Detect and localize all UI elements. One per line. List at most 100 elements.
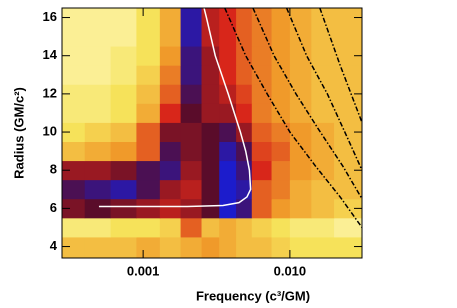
heat-cell [289, 8, 312, 28]
x-axis-label: Frequency (c³/GM) [196, 288, 310, 303]
heat-cell [334, 103, 363, 123]
heat-cell [311, 8, 335, 28]
x-tick-label: 0.010 [274, 263, 307, 278]
heat-cell [311, 237, 335, 259]
heat-cell [271, 46, 291, 66]
heat-cell [110, 160, 137, 181]
heat-cell [289, 103, 312, 123]
heat-cell [110, 237, 137, 259]
overlay-lines [98, 8, 362, 228]
heat-cell [311, 217, 335, 238]
heat-cell [159, 198, 181, 219]
y-tick-label: 6 [50, 200, 57, 215]
heat-cell [159, 237, 181, 259]
heat-cell [180, 103, 202, 123]
heat-cell [201, 122, 220, 142]
heat-cell [136, 141, 161, 162]
heat-cell [159, 65, 181, 85]
heat-cell [334, 160, 363, 181]
heat-cell [311, 27, 335, 47]
heat-cell [62, 103, 86, 123]
heat-cell [251, 8, 272, 28]
y-tick-label: 16 [43, 9, 57, 24]
heat-cell [62, 27, 86, 47]
heat-cell [236, 46, 253, 66]
heat-cell [219, 217, 237, 238]
heat-cell [334, 46, 363, 66]
heat-cell [84, 141, 111, 162]
heat-cell [289, 217, 312, 238]
heat-cell [159, 179, 181, 200]
heat-cell [271, 65, 291, 85]
heat-cell [311, 198, 335, 219]
y-tick-label: 14 [43, 47, 58, 62]
heat-cell [289, 141, 312, 162]
heat-cell [236, 8, 253, 28]
heat-cell [236, 65, 253, 85]
heat-cell [236, 198, 253, 219]
heat-cell [110, 46, 137, 66]
heat-cell [180, 65, 202, 85]
heat-cell [136, 8, 161, 28]
heat-cell [219, 141, 237, 162]
heat-cell [251, 160, 272, 181]
heat-cell [251, 46, 272, 66]
heat-cell [251, 217, 272, 238]
heat-cell [110, 122, 137, 142]
heat-cell [271, 217, 291, 238]
heat-cell [219, 122, 237, 142]
heat-cell [334, 198, 363, 219]
heat-cell [110, 27, 137, 47]
heat-cell [180, 141, 202, 162]
heat-cell [219, 198, 237, 219]
heat-cell [180, 160, 202, 181]
heat-cell [84, 103, 111, 123]
heat-cell [311, 84, 335, 104]
plot-frame [61, 7, 363, 259]
heat-cell [201, 237, 220, 259]
heat-cell [180, 27, 202, 47]
heat-cell [219, 160, 237, 181]
heat-cell [289, 84, 312, 104]
heat-cell [201, 65, 220, 85]
heat-cell [136, 179, 161, 200]
heat-cell [84, 160, 111, 181]
heat-cell [62, 217, 86, 238]
heat-cell [110, 103, 137, 123]
heat-cell [159, 160, 181, 181]
heat-cell [251, 27, 272, 47]
heat-cell [334, 84, 363, 104]
heat-cell [251, 122, 272, 142]
heat-cell [251, 103, 272, 123]
heat-cell [180, 8, 202, 28]
heat-cell [271, 179, 291, 200]
heat-cell [110, 179, 137, 200]
y-tick-label: 12 [43, 85, 57, 100]
curve [224, 8, 362, 228]
heat-cell [334, 179, 363, 200]
heat-cell [159, 217, 181, 238]
heat-cell [251, 237, 272, 259]
curve [319, 8, 362, 123]
heat-cell [136, 65, 161, 85]
heat-cell [201, 179, 220, 200]
heat-cell [271, 122, 291, 142]
heat-cell [62, 179, 86, 200]
heat-cell [62, 8, 86, 28]
heat-cell [84, 65, 111, 85]
heat-cell [62, 122, 86, 142]
heat-cell [180, 122, 202, 142]
heat-cell [219, 179, 237, 200]
x-tick-label: 0.001 [127, 263, 160, 278]
heat-cell [289, 46, 312, 66]
heat-cell [219, 237, 237, 259]
heat-cell [180, 217, 202, 238]
heat-cell [62, 160, 86, 181]
heat-cell [236, 27, 253, 47]
heat-cell [136, 84, 161, 104]
heat-cell [159, 27, 181, 47]
heat-cell [159, 84, 181, 104]
heat-cell [289, 237, 312, 259]
heat-cell [334, 122, 363, 142]
heat-cell [311, 141, 335, 162]
